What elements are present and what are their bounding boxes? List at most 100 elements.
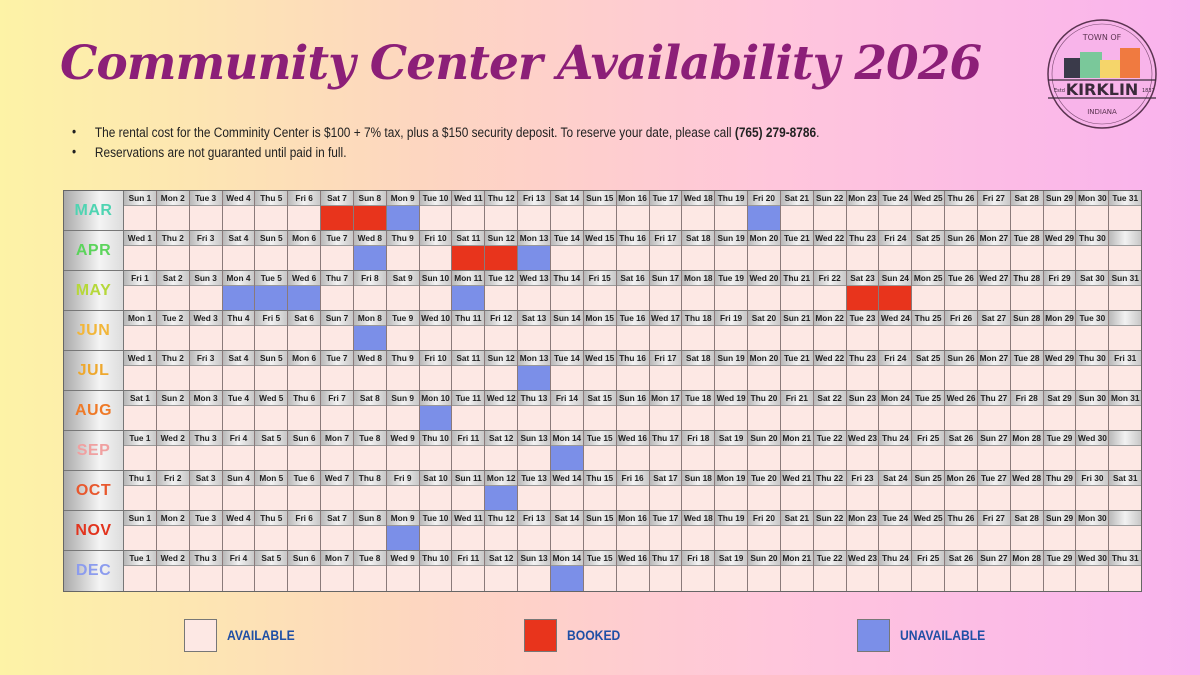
day-status-available[interactable] xyxy=(156,366,189,390)
day-status-available[interactable] xyxy=(748,326,780,350)
day-status-available[interactable] xyxy=(583,366,616,390)
day-status-available[interactable] xyxy=(386,366,419,390)
day-status-available[interactable] xyxy=(616,566,649,591)
day-status-available[interactable] xyxy=(255,526,288,550)
day-status-available[interactable] xyxy=(748,366,780,390)
day-status-available[interactable] xyxy=(189,326,222,350)
day-status-available[interactable] xyxy=(583,286,616,310)
day-status-unavailable[interactable] xyxy=(353,326,386,350)
day-status-available[interactable] xyxy=(616,486,649,510)
day-status-available[interactable] xyxy=(912,326,945,350)
day-status-unavailable[interactable] xyxy=(386,526,419,550)
day-status-available[interactable] xyxy=(321,366,353,390)
day-status-available[interactable] xyxy=(419,326,452,350)
day-status-available[interactable] xyxy=(255,446,288,470)
day-status-available[interactable] xyxy=(846,526,879,550)
day-status-available[interactable] xyxy=(1043,406,1076,430)
day-status-available[interactable] xyxy=(682,326,715,350)
day-status-available[interactable] xyxy=(321,446,353,470)
day-status-available[interactable] xyxy=(879,446,912,470)
day-status-available[interactable] xyxy=(846,326,879,350)
day-status-available[interactable] xyxy=(189,206,222,230)
day-status-available[interactable] xyxy=(945,286,977,310)
day-status-available[interactable] xyxy=(1043,566,1076,591)
day-status-available[interactable] xyxy=(715,446,748,470)
day-status-available[interactable] xyxy=(222,366,255,390)
day-status-available[interactable] xyxy=(321,406,353,430)
day-status-available[interactable] xyxy=(977,486,1010,510)
day-status-available[interactable] xyxy=(1109,286,1142,310)
day-status-available[interactable] xyxy=(419,486,452,510)
day-status-available[interactable] xyxy=(518,566,550,591)
day-status-available[interactable] xyxy=(977,326,1010,350)
day-status-available[interactable] xyxy=(255,326,288,350)
day-status-available[interactable] xyxy=(485,406,518,430)
day-status-available[interactable] xyxy=(682,366,715,390)
day-status-available[interactable] xyxy=(682,446,715,470)
day-status-available[interactable] xyxy=(879,326,912,350)
day-status-available[interactable] xyxy=(1043,206,1076,230)
day-status-available[interactable] xyxy=(780,566,813,591)
day-status-available[interactable] xyxy=(485,446,518,470)
day-status-available[interactable] xyxy=(682,246,715,270)
day-status-available[interactable] xyxy=(977,526,1010,550)
day-status-available[interactable] xyxy=(649,286,682,310)
day-status-available[interactable] xyxy=(353,566,386,591)
day-status-available[interactable] xyxy=(550,366,583,390)
day-status-unavailable[interactable] xyxy=(550,446,583,470)
day-status-available[interactable] xyxy=(649,486,682,510)
day-status-available[interactable] xyxy=(321,326,353,350)
day-status-available[interactable] xyxy=(945,446,977,470)
day-status-available[interactable] xyxy=(518,286,550,310)
day-status-unavailable[interactable] xyxy=(419,406,452,430)
day-status-available[interactable] xyxy=(189,566,222,591)
day-status-available[interactable] xyxy=(912,526,945,550)
day-status-available[interactable] xyxy=(124,326,156,350)
day-status-available[interactable] xyxy=(386,326,419,350)
day-status-available[interactable] xyxy=(616,206,649,230)
day-status-available[interactable] xyxy=(1010,486,1043,510)
day-status-available[interactable] xyxy=(1076,486,1109,510)
day-status-available[interactable] xyxy=(846,206,879,230)
day-status-available[interactable] xyxy=(419,526,452,550)
day-status-available[interactable] xyxy=(945,406,977,430)
day-status-available[interactable] xyxy=(321,526,353,550)
day-status-available[interactable] xyxy=(846,366,879,390)
day-status-available[interactable] xyxy=(452,366,485,390)
day-status-available[interactable] xyxy=(715,286,748,310)
day-status-available[interactable] xyxy=(813,246,846,270)
day-status-available[interactable] xyxy=(255,206,288,230)
day-status-unavailable[interactable] xyxy=(452,286,485,310)
day-status-available[interactable] xyxy=(879,566,912,591)
day-status-unavailable[interactable] xyxy=(748,206,780,230)
day-status-available[interactable] xyxy=(1010,526,1043,550)
day-status-available[interactable] xyxy=(124,246,156,270)
day-status-available[interactable] xyxy=(386,566,419,591)
day-status-available[interactable] xyxy=(518,486,550,510)
day-status-available[interactable] xyxy=(1076,526,1109,550)
day-status-available[interactable] xyxy=(321,286,353,310)
day-status-available[interactable] xyxy=(255,246,288,270)
day-status-available[interactable] xyxy=(715,246,748,270)
day-status-available[interactable] xyxy=(419,366,452,390)
day-status-available[interactable] xyxy=(1043,486,1076,510)
day-status-available[interactable] xyxy=(288,566,321,591)
day-status-available[interactable] xyxy=(616,326,649,350)
day-status-available[interactable] xyxy=(879,246,912,270)
day-status-available[interactable] xyxy=(124,526,156,550)
day-status-available[interactable] xyxy=(156,286,189,310)
day-status-available[interactable] xyxy=(288,486,321,510)
day-status-available[interactable] xyxy=(715,406,748,430)
day-status-available[interactable] xyxy=(945,206,977,230)
day-status-available[interactable] xyxy=(124,446,156,470)
day-status-available[interactable] xyxy=(813,486,846,510)
day-status-available[interactable] xyxy=(1076,326,1109,350)
day-status-available[interactable] xyxy=(550,246,583,270)
day-status-unavailable[interactable] xyxy=(386,206,419,230)
day-status-available[interactable] xyxy=(945,526,977,550)
day-status-available[interactable] xyxy=(288,446,321,470)
day-status-available[interactable] xyxy=(485,206,518,230)
day-status-available[interactable] xyxy=(583,206,616,230)
day-status-available[interactable] xyxy=(189,446,222,470)
day-status-available[interactable] xyxy=(912,406,945,430)
